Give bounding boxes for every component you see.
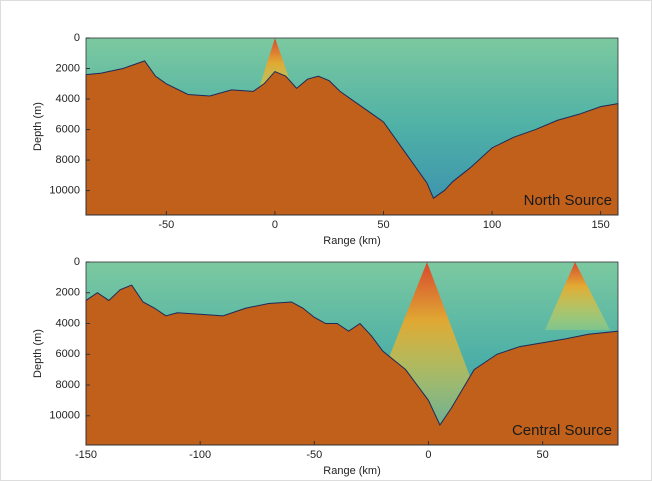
seafloor	[85, 284, 619, 446]
x-tick-label: 0	[272, 219, 278, 231]
x-tick-label: 0	[425, 449, 431, 461]
plot-frame	[85, 37, 619, 216]
y-tick-label: 8000	[56, 379, 80, 391]
y-tick-label: 4000	[56, 93, 80, 105]
x-tick-label: -50	[306, 449, 322, 461]
plot-frame	[85, 261, 619, 446]
y-tick-label: 6000	[56, 123, 80, 135]
x-tick-label: 100	[483, 219, 501, 231]
y-tick-label: 6000	[56, 348, 80, 360]
y-tick-label: 10000	[49, 410, 80, 422]
x-tick-label: -100	[189, 449, 211, 461]
y-tick-label: 0	[74, 256, 80, 268]
x-axis-title: Range (km)	[323, 235, 380, 247]
y-axis-title: Depth (m)	[32, 102, 44, 151]
x-tick-label: -150	[75, 449, 97, 461]
x-axis-title: Range (km)	[323, 465, 380, 477]
panel-annotation: North Source	[524, 192, 612, 209]
y-tick-label: 2000	[56, 287, 80, 299]
y-tick-label: 10000	[49, 184, 80, 196]
source-beam	[545, 262, 610, 330]
y-tick-label: 4000	[56, 317, 80, 329]
x-tick-label: -50	[158, 219, 174, 231]
y-tick-label: 2000	[56, 62, 80, 74]
x-tick-label: 150	[591, 219, 609, 231]
y-tick-label: 8000	[56, 154, 80, 166]
panel-annotation: Central Source	[512, 422, 612, 439]
x-tick-label: 50	[377, 219, 389, 231]
y-axis-title: Depth (m)	[32, 329, 44, 378]
seafloor	[85, 60, 619, 216]
x-tick-label: 50	[537, 449, 549, 461]
y-tick-label: 0	[74, 32, 80, 44]
